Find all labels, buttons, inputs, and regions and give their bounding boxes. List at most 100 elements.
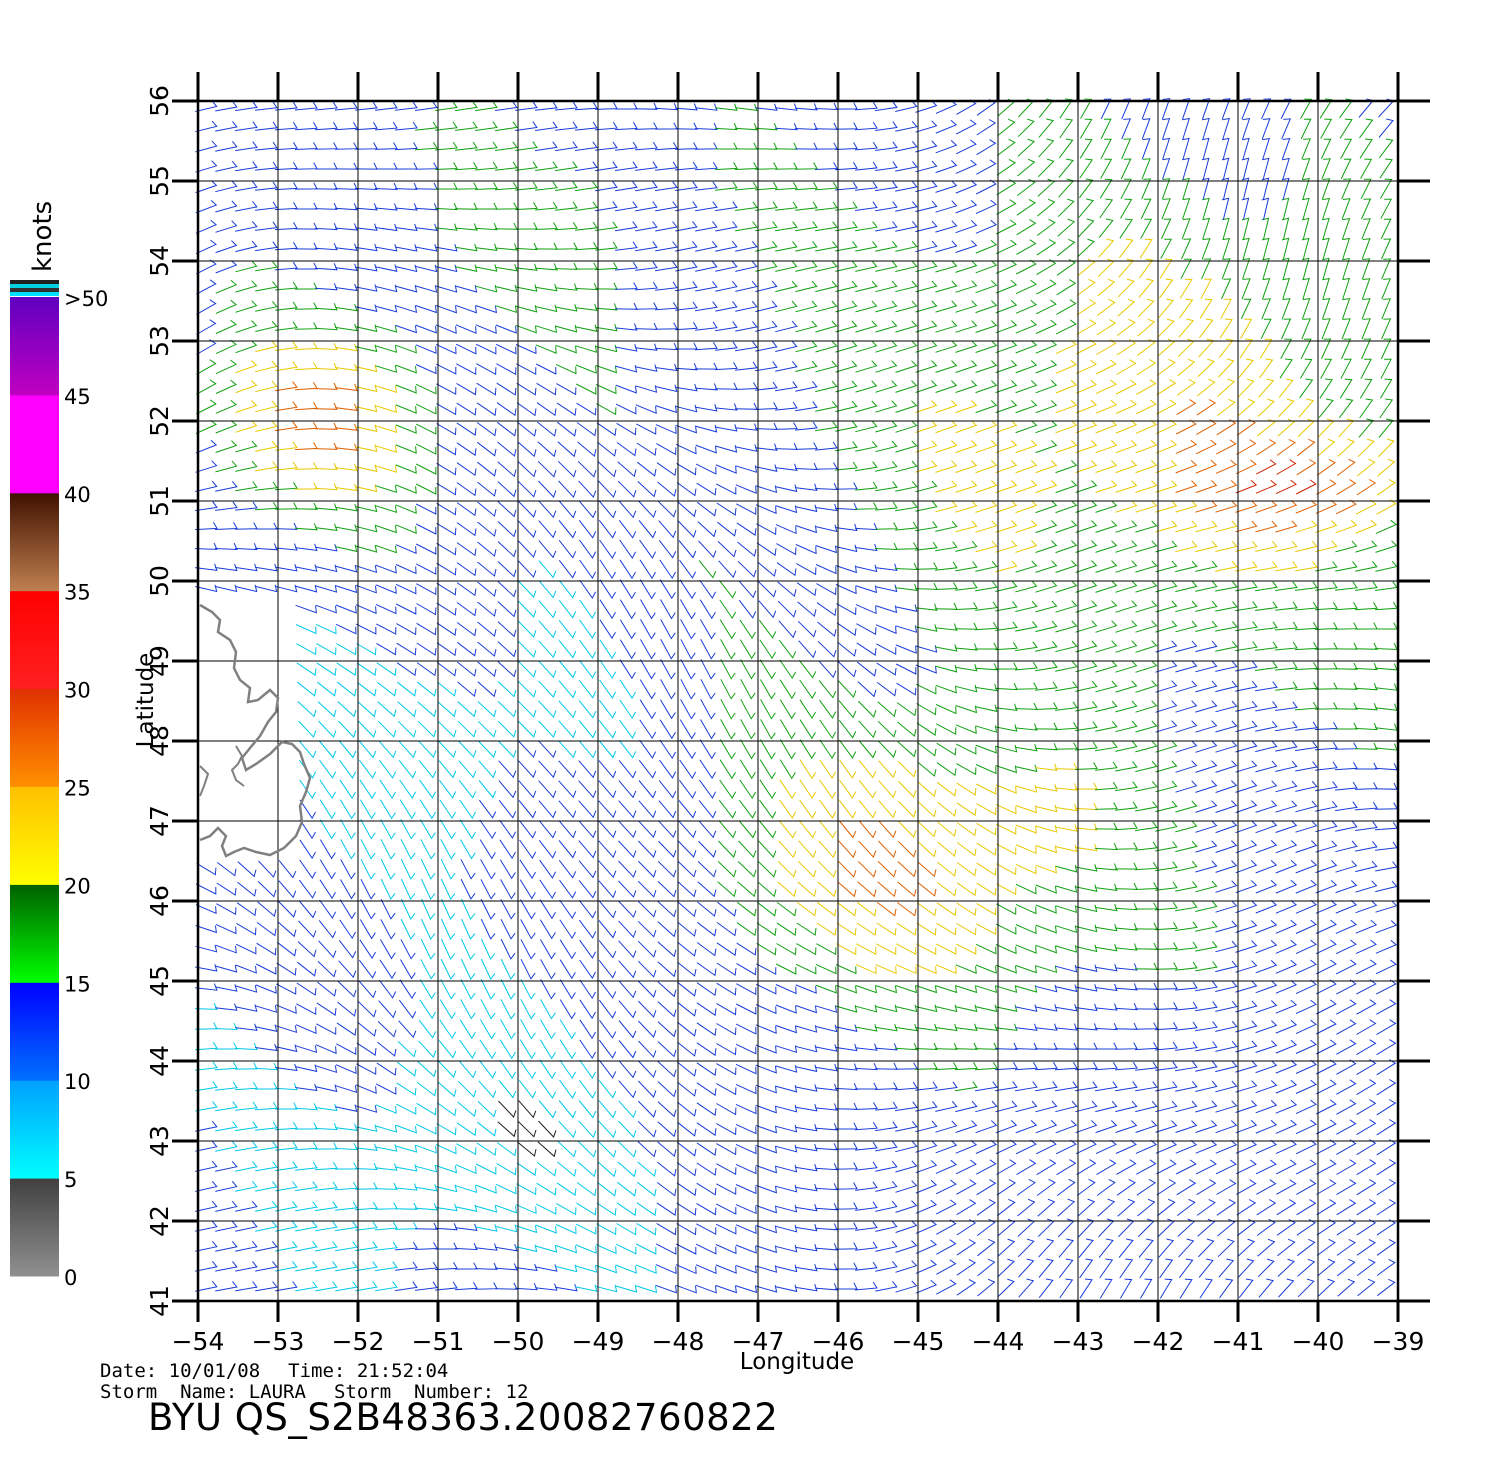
wind-barb: [1235, 661, 1258, 672]
wind-barb: [1335, 781, 1358, 791]
wind-barb: [355, 344, 378, 353]
wind-barb: [356, 1042, 377, 1056]
wind-barb: [914, 1042, 938, 1051]
wind-barb: [795, 1025, 818, 1033]
wind-barb: [1374, 822, 1398, 831]
wind-barb: [878, 760, 897, 779]
wind-barb: [474, 223, 498, 231]
wind-barb: [995, 823, 1017, 835]
wind-barb: [1374, 763, 1398, 771]
wind-barb: [1202, 197, 1210, 220]
wind-barb: [1139, 1278, 1153, 1299]
wind-barb: [559, 1059, 576, 1080]
wind-barb: [1359, 398, 1374, 419]
wind-barb: [1160, 218, 1172, 240]
wind-barb: [538, 680, 557, 699]
wind-barb: [775, 280, 798, 293]
wind-barb: [538, 720, 557, 739]
wind-barb: [500, 978, 516, 1000]
wind-barb: [657, 941, 677, 958]
wind-barb: [678, 820, 697, 839]
wind-barb: [716, 1183, 737, 1196]
wind-barb: [1182, 197, 1191, 220]
wind-barb: [518, 1100, 537, 1119]
wind-barb: [994, 1062, 1018, 1071]
wind-barb: [1016, 1178, 1036, 1196]
wind-barb: [557, 441, 577, 458]
wind-barb: [1035, 1139, 1057, 1155]
wind-barb: [1376, 1119, 1397, 1136]
wind-barb: [1256, 1218, 1276, 1236]
wind-barb: [915, 100, 938, 113]
wind-barb: [896, 922, 917, 936]
wind-barb: [535, 283, 558, 292]
wind-barb: [855, 564, 878, 573]
wind-barb: [677, 901, 697, 918]
wind-barb: [377, 720, 397, 738]
wind-barb: [739, 639, 756, 660]
wind-barb: [855, 1221, 878, 1231]
wind-barb: [559, 879, 577, 899]
wind-barb: [294, 422, 318, 431]
wind-barb: [1255, 740, 1278, 753]
wind-barb: [975, 704, 998, 713]
wind-barb: [357, 701, 377, 718]
wind-barb: [1116, 359, 1137, 375]
wind-barb: [555, 181, 578, 191]
wind-barb: [1014, 1042, 1038, 1050]
wind-barb: [658, 780, 677, 799]
wind-barb: [558, 539, 577, 559]
wind-barb: [379, 979, 397, 999]
wind-barb: [618, 760, 637, 779]
wind-barb: [375, 505, 398, 514]
wind-barb: [835, 1043, 858, 1052]
wind-barb: [1335, 540, 1358, 553]
wind-barb: [1094, 822, 1118, 830]
wind-barb: [515, 284, 538, 292]
wind-barb: [1295, 1079, 1317, 1094]
wind-barb: [1182, 177, 1190, 200]
wind-barb: [1116, 339, 1137, 356]
wind-barb: [1274, 621, 1298, 631]
wind-barb: [878, 740, 897, 758]
wind-barb: [579, 1039, 597, 1060]
wind-barb: [318, 740, 337, 759]
wind-barb: [559, 979, 576, 1000]
wind-barb: [1099, 198, 1114, 219]
wind-barb: [895, 440, 918, 453]
date-value: 10/01/08: [168, 1360, 261, 1382]
wind-barb: [657, 981, 677, 998]
wind-barb: [775, 1284, 798, 1293]
wind-barb: [1035, 299, 1057, 315]
wind-barb: [316, 1023, 337, 1036]
wind-barb: [895, 663, 917, 675]
wind-barb: [875, 1121, 898, 1132]
wind-barb: [274, 222, 298, 231]
wind-barb: [215, 319, 237, 334]
wind-barb: [1017, 138, 1036, 157]
wind-barb: [1281, 177, 1290, 200]
wind-barb: [275, 1261, 298, 1272]
wind-barb: [294, 242, 318, 250]
wind-barb: [735, 1043, 757, 1055]
wind-barb: [1015, 420, 1038, 434]
wind-barb: [815, 260, 838, 272]
wind-barb: [375, 304, 398, 313]
wind-barb: [916, 703, 937, 716]
wind-barb: [875, 1101, 898, 1111]
wind-barb: [654, 142, 678, 151]
wind-barb: [1157, 318, 1175, 338]
wind-barb: [874, 522, 898, 530]
wind-barb: [295, 624, 317, 635]
wind-barb: [775, 401, 798, 411]
wind-barb: [1175, 480, 1198, 493]
wind-barb: [795, 1064, 818, 1073]
wind-barb: [1215, 760, 1238, 773]
wind-barb: [598, 880, 617, 899]
wind-barb: [540, 1019, 556, 1040]
wind-barb: [1241, 217, 1250, 240]
wind-barb: [395, 603, 417, 615]
wind-barb: [456, 562, 477, 577]
wind-barb: [997, 1238, 1016, 1257]
wind-barb: [435, 1164, 458, 1174]
